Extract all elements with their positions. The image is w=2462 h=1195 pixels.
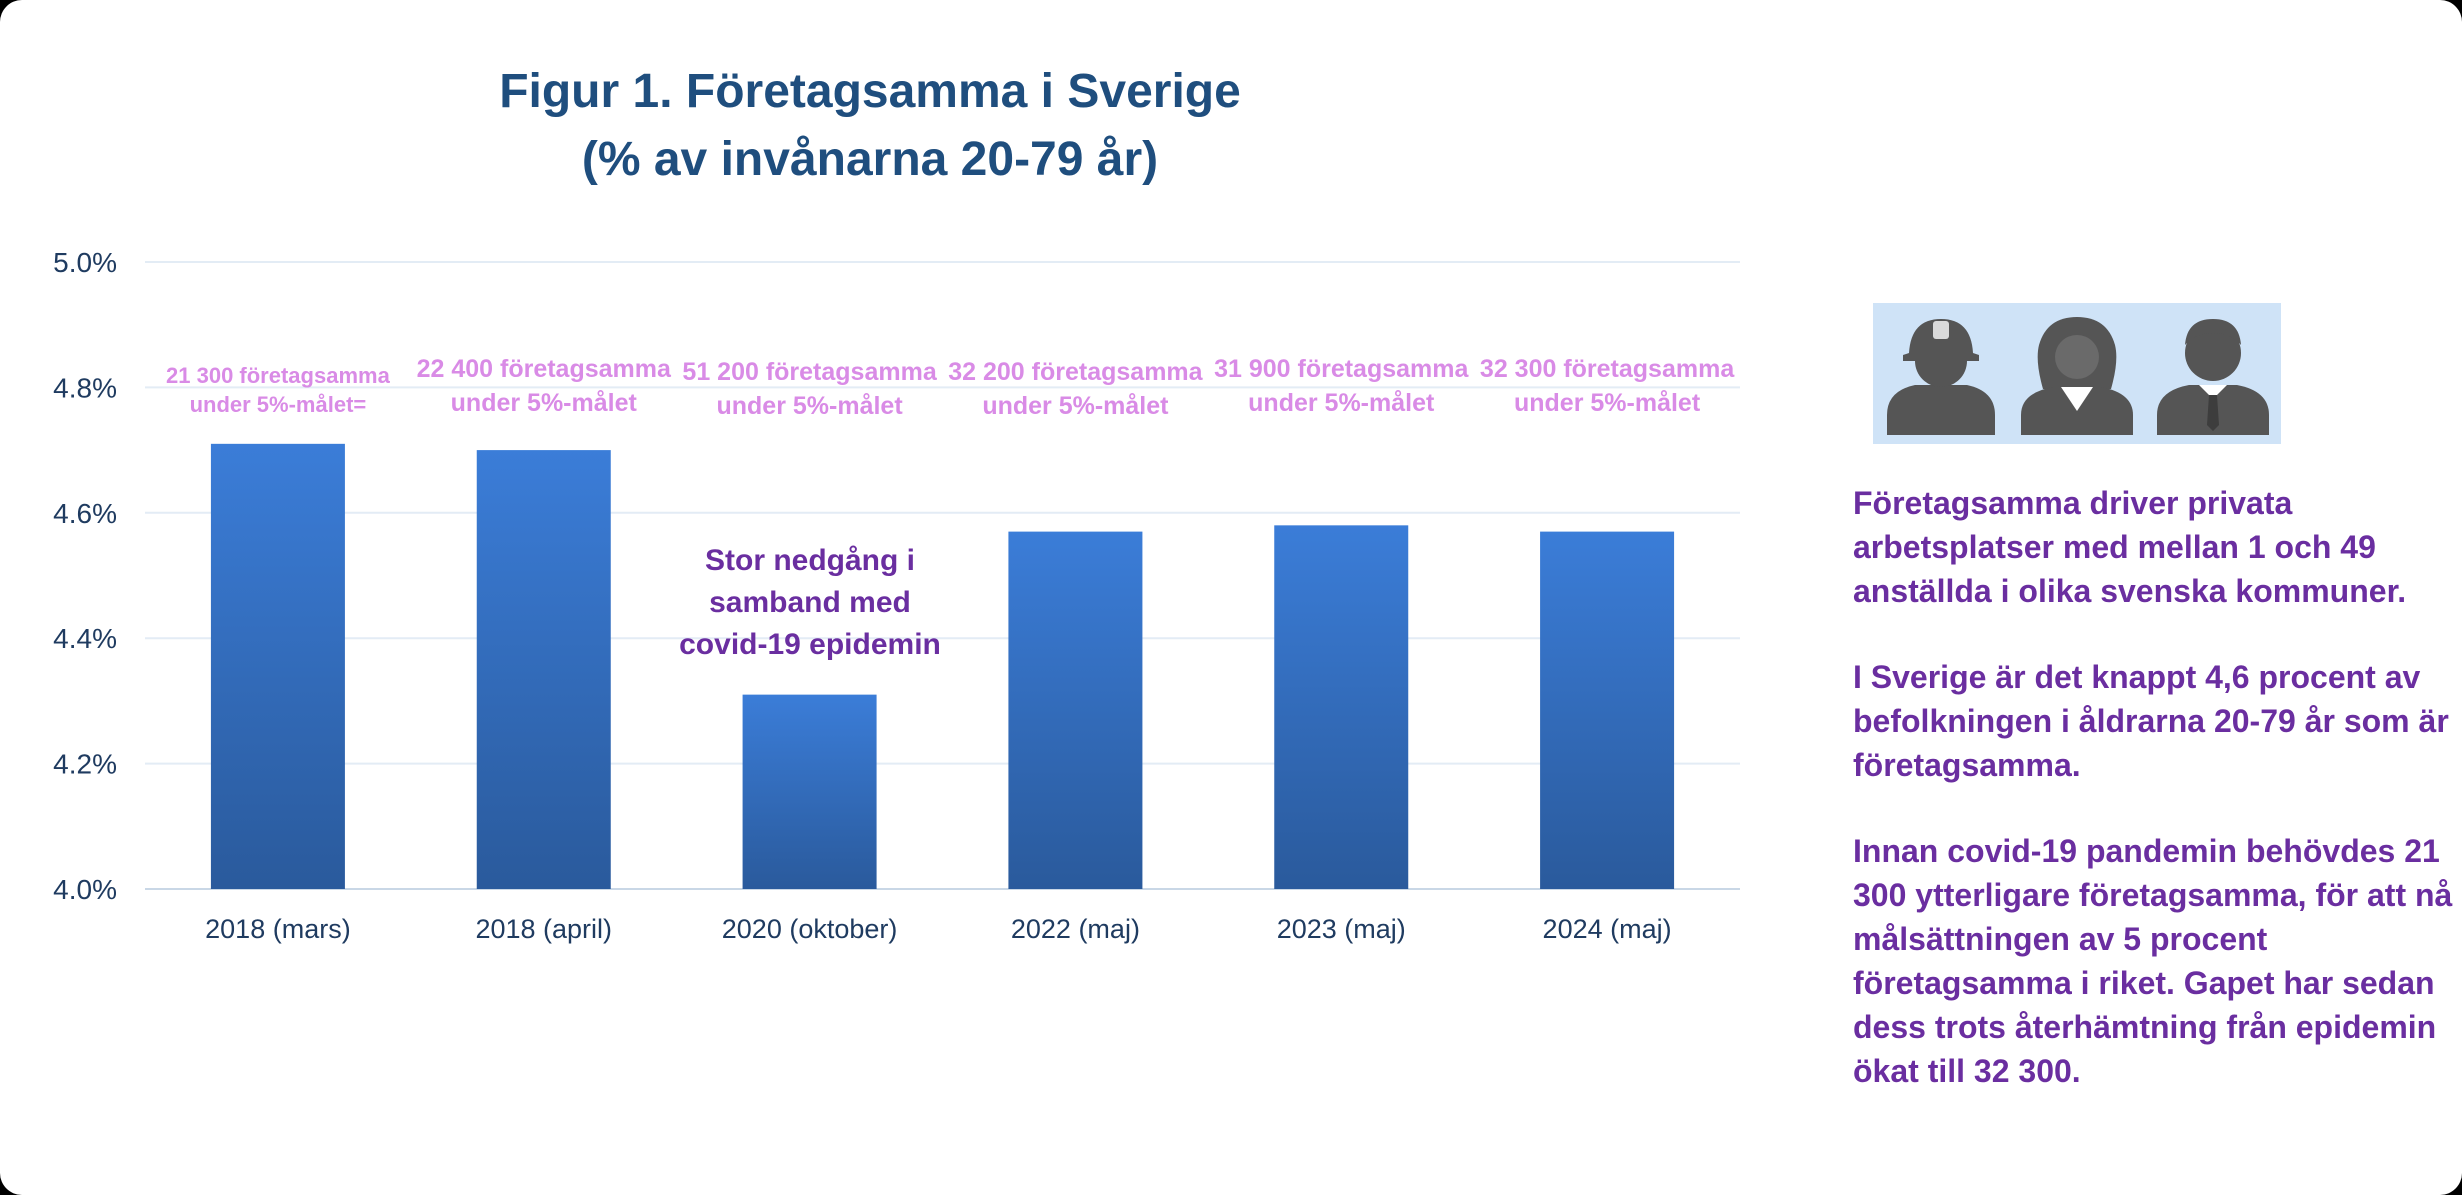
x-tick-label: 2020 (oktober) [722, 914, 898, 944]
bar [476, 450, 611, 889]
bar [1008, 531, 1143, 889]
bar-data-label: under 5%-målet [716, 392, 903, 420]
bar-data-label: 32 300 företagsamma [1480, 355, 1735, 383]
bar [1274, 525, 1409, 889]
y-tick-label: 5.0% [53, 247, 117, 278]
explanation-text: Företagsamma driver privata arbetsplatse… [1853, 481, 2453, 1135]
explanation-paragraph: Företagsamma driver privata arbetsplatse… [1853, 485, 2407, 609]
bar-data-label: 22 400 företagsamma [417, 355, 672, 383]
y-tick-label: 4.2% [53, 749, 117, 780]
x-tick-label: 2023 (maj) [1277, 914, 1406, 944]
bar-data-label: 32 200 företagsamma [948, 358, 1203, 386]
bar [210, 443, 345, 889]
bar-data-label: 21 300 företagsamma [166, 363, 391, 388]
y-tick-label: 4.4% [53, 623, 117, 654]
x-tick-label: 2024 (maj) [1543, 914, 1672, 944]
chart-subtitle: (% av invånarna 20-79 år) [581, 133, 1159, 186]
bar-data-label: under 5%-målet= [190, 392, 367, 417]
bar-data-label: 51 200 företagsamma [682, 358, 937, 386]
bar-data-label: under 5%-målet [1514, 389, 1701, 417]
worker-icon [1887, 319, 1995, 435]
x-tick-label: 2022 (maj) [1011, 914, 1140, 944]
covid-annotation: Stor nedgång i samband med covid-19 epid… [660, 540, 960, 666]
bar-data-label: under 5%-målet [982, 392, 1169, 420]
x-tick-label: 2018 (mars) [205, 914, 351, 944]
bar [742, 694, 877, 889]
chart-title: Figur 1. Företagsamma i Sverige [499, 65, 1241, 118]
y-tick-label: 4.8% [53, 372, 117, 403]
y-tick-label: 4.6% [53, 498, 117, 529]
businesswoman-icon [2021, 317, 2133, 435]
annotation-line: Stor nedgång i [705, 544, 915, 577]
people-icons-panel [1873, 303, 2281, 444]
explanation-paragraph: Innan covid-19 pandemin behövdes 21 300 … [1853, 833, 2453, 1089]
annotation-line: covid-19 epidemin [679, 628, 941, 661]
y-tick-label: 4.0% [53, 874, 117, 905]
bar-data-label: 31 900 företagsamma [1214, 355, 1469, 383]
bar [1540, 531, 1675, 889]
x-tick-label: 2018 (april) [475, 914, 612, 944]
explanation-paragraph: I Sverige är det knappt 4,6 procent av b… [1853, 659, 2449, 783]
bar-chart: 4.0% 4.2% 4.4% 4.6% 4.8% 5.0% 2018 (mars) 21 3… [53, 247, 1740, 944]
annotation-line: samband med [709, 586, 911, 619]
businessman-icon [2157, 319, 2269, 435]
bar-data-label: under 5%-målet [1248, 389, 1435, 417]
chart-title-block: Figur 1. Företagsamma i Sverige (% av in… [0, 58, 1740, 194]
bar-data-label: under 5%-målet [451, 389, 638, 417]
